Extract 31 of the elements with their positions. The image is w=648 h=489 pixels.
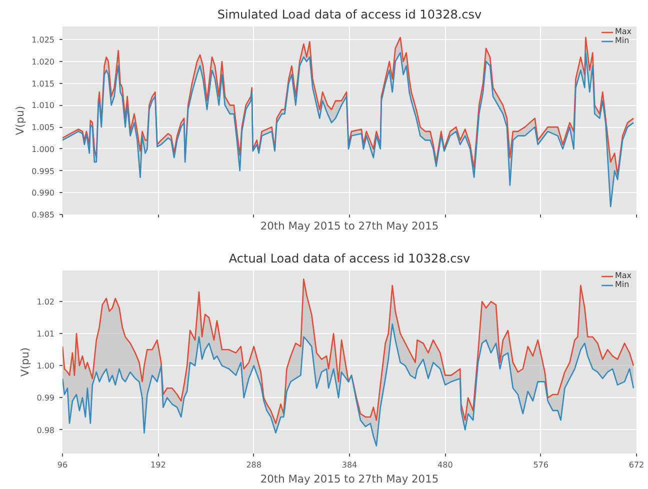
y-tick-label: 0.990: [32, 188, 55, 198]
y-tick-label: 0.995: [32, 166, 55, 176]
y-tick-label: 0.985: [32, 210, 55, 220]
y-tick-label: 1.025: [32, 36, 55, 45]
legend-label: Min: [615, 36, 630, 45]
y-axis-title: V(pu): [14, 106, 27, 136]
x-tick-label: 576: [533, 460, 548, 470]
x-tick-label: 480: [438, 460, 453, 470]
x-tick-label: 96: [57, 460, 68, 470]
legend-label: Min: [615, 280, 630, 289]
y-tick-label: 1.02: [36, 298, 54, 307]
chart-title: Actual Load data of access id 10328.csv: [228, 252, 470, 266]
x-tick-label: 672: [628, 460, 644, 470]
legend-label: Max: [615, 271, 633, 280]
x-tick-label: 288: [246, 460, 262, 470]
legend-label: Max: [615, 27, 633, 36]
x-axis-title: 20th May 2015 to 27th May 2015: [260, 472, 439, 486]
y-tick-label: 0.99: [36, 394, 54, 403]
y-tick-label: 1.00: [36, 362, 54, 371]
y-tick-label: 1.005: [32, 123, 55, 132]
y-tick-label: 1.000: [32, 144, 55, 154]
chart-title: Simulated Load data of access id 10328.csv: [217, 8, 482, 22]
y-axis-title: V(pu): [18, 347, 32, 377]
y-tick-label: 0.98: [36, 426, 54, 435]
y-tick-label: 1.01: [36, 330, 54, 339]
y-tick-label: 1.015: [32, 79, 55, 88]
y-tick-label: 1.020: [32, 57, 55, 66]
x-axis-title: 20th May 2015 to 27th May 2015: [260, 220, 439, 232]
y-tick-label: 1.010: [32, 101, 55, 110]
x-tick-label: 192: [150, 460, 166, 470]
x-tick-label: 384: [342, 460, 358, 470]
